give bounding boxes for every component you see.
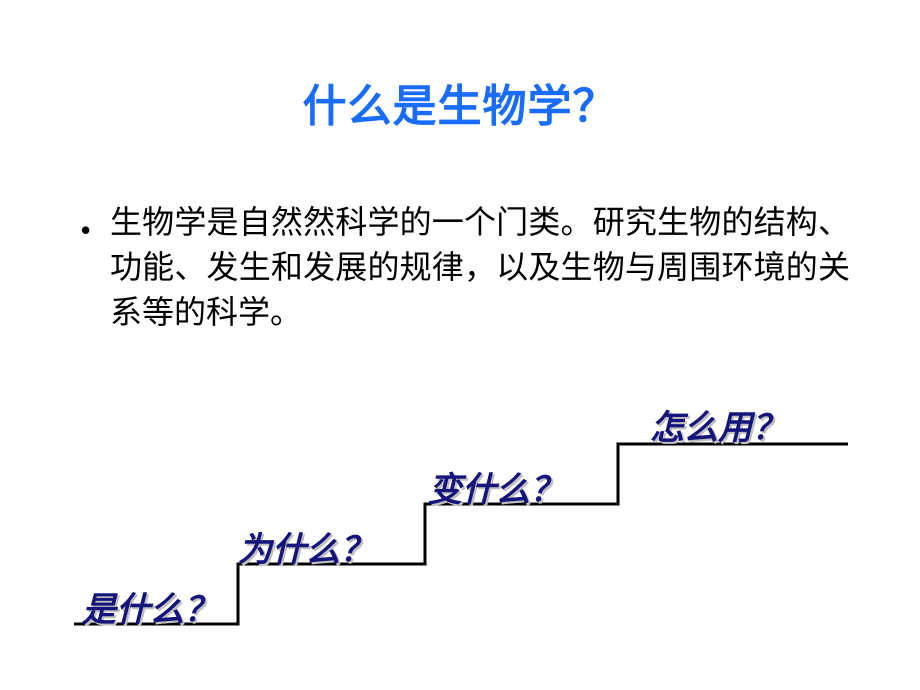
slide: 什么是生物学？ • 生物学是自然然科学的一个门类。研究生物的结构、功能、发生和发… (0, 0, 920, 690)
paragraph-text: 生物学是自然然科学的一个门类。研究生物的结构、功能、发生和发展的规律，以及生物与… (110, 200, 850, 334)
slide-title: 什么是生物学？ (0, 70, 920, 134)
body-paragraph: • 生物学是自然然科学的一个门类。研究生物的结构、功能、发生和发展的规律，以及生… (80, 200, 850, 334)
step-label-2: 为什么？ (238, 522, 374, 571)
bullet-dot: • (80, 212, 91, 249)
step-label-1: 是什么？ (82, 582, 218, 631)
step-label-4: 怎么用？ (650, 400, 786, 449)
step-label-3: 变什么？ (428, 462, 564, 511)
